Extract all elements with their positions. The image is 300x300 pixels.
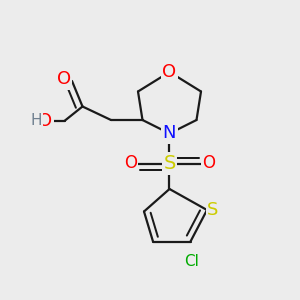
Text: S: S bbox=[163, 154, 176, 173]
Text: Cl: Cl bbox=[184, 254, 200, 269]
Text: O: O bbox=[38, 112, 52, 130]
Text: N: N bbox=[163, 124, 176, 142]
Text: O: O bbox=[56, 70, 71, 88]
Text: S: S bbox=[207, 201, 219, 219]
Text: O: O bbox=[124, 154, 137, 172]
Text: H: H bbox=[30, 113, 42, 128]
Text: O: O bbox=[162, 63, 177, 81]
Text: O: O bbox=[202, 154, 215, 172]
